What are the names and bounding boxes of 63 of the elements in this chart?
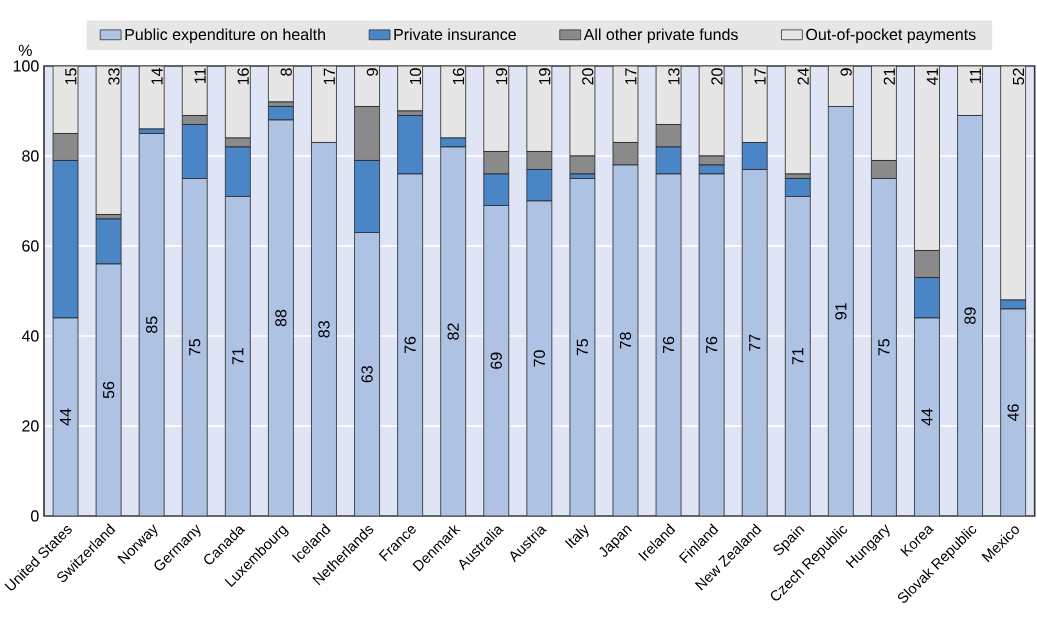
data-label: 21 — [883, 68, 895, 85]
data-label: 91 — [835, 303, 847, 320]
data-label: 88 — [275, 309, 287, 327]
data-label: 44 — [60, 408, 72, 426]
data-label: 13 — [668, 68, 680, 85]
data-label: 44 — [921, 408, 933, 426]
data-label: 69 — [490, 352, 502, 369]
y-tick-label: 80 — [22, 150, 39, 162]
data-label: 9 — [366, 68, 379, 76]
data-label: 19 — [495, 68, 508, 85]
y-tick-label: 20 — [22, 420, 39, 432]
legend-label: All other private funds — [583, 28, 738, 44]
data-label: 8 — [280, 68, 292, 76]
data-label: 11 — [969, 68, 981, 83]
data-label: 17 — [323, 68, 335, 85]
data-label: 76 — [404, 336, 416, 354]
data-label: 75 — [878, 339, 890, 356]
legend-label: Public expenditure on health — [125, 28, 325, 44]
data-label: 33 — [108, 68, 120, 85]
data-label: 16 — [452, 68, 465, 85]
data-label: 11 — [194, 68, 206, 83]
data-label: 14 — [151, 68, 163, 85]
data-label: 56 — [102, 381, 115, 399]
bar — [784, 65, 811, 175]
data-label: 77 — [749, 334, 761, 351]
data-label: 16 — [237, 68, 249, 85]
y-tick-label: 60 — [22, 240, 39, 252]
data-label: 71 — [792, 348, 804, 365]
bar — [397, 65, 424, 112]
data-label: 63 — [361, 366, 373, 383]
data-label: 20 — [711, 68, 723, 85]
data-label: 20 — [582, 68, 594, 85]
y-tick-label: 100 — [13, 60, 39, 72]
data-label: 17 — [625, 68, 637, 85]
data-label: 46 — [1007, 404, 1019, 422]
data-label: 83 — [318, 321, 330, 338]
data-label: 15 — [65, 68, 77, 85]
data-label: 76 — [705, 336, 718, 354]
data-label: 78 — [619, 332, 632, 349]
data-label: 19 — [539, 68, 551, 85]
data-label: 17 — [754, 68, 766, 85]
data-label: 9 — [840, 68, 852, 76]
data-label: 70 — [533, 350, 545, 367]
x-tick-label: Italy — [564, 524, 589, 549]
data-label: 75 — [189, 339, 201, 356]
bar — [95, 65, 122, 215]
y-tick-label: 0 — [31, 510, 39, 522]
legend-label: Private insurance — [394, 28, 516, 41]
data-label: 76 — [662, 336, 675, 354]
data-label: 41 — [926, 68, 938, 86]
data-label: 82 — [447, 323, 459, 340]
data-label: 75 — [576, 339, 588, 356]
legend-label: Out-of-pocket payments — [806, 28, 976, 44]
data-label: 24 — [797, 68, 809, 85]
y-axis-title: % — [18, 44, 32, 56]
bar — [138, 65, 165, 130]
data-label: 89 — [964, 307, 976, 324]
data-label: 85 — [146, 316, 158, 333]
y-tick-label: 40 — [21, 330, 39, 342]
data-label: 52 — [1012, 68, 1025, 85]
bar — [268, 65, 294, 103]
data-label: 71 — [232, 348, 244, 365]
data-label: 10 — [409, 68, 422, 85]
